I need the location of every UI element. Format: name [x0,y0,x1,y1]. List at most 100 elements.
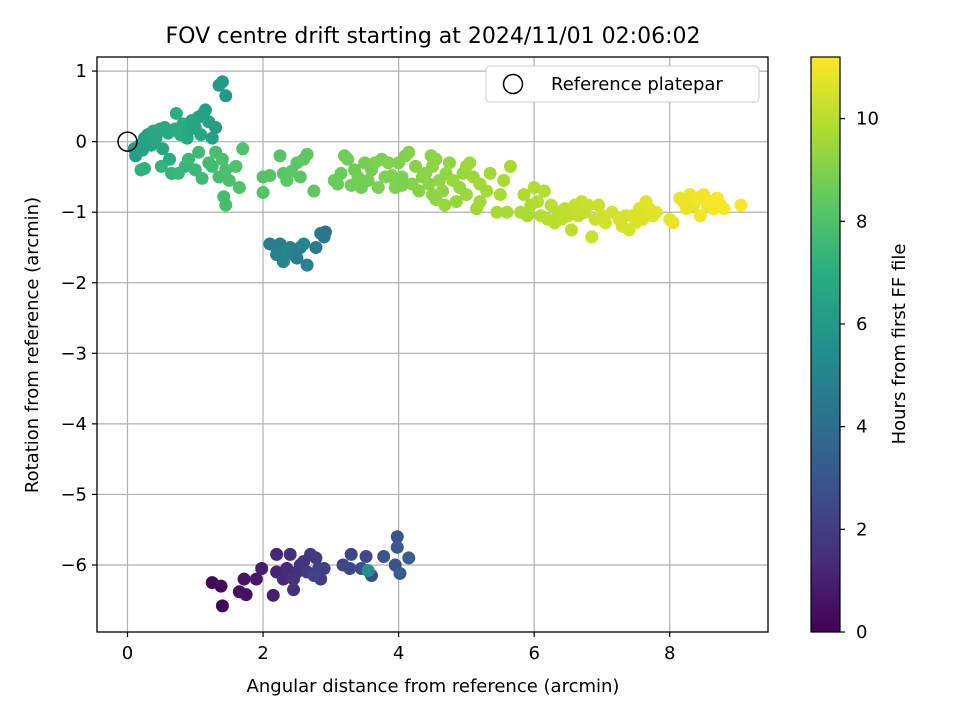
data-point [717,202,731,216]
data-point [449,195,463,209]
data-point [182,152,195,166]
colorbar-label: Hours from first FF file [889,244,910,445]
data-point [561,209,575,223]
data-point [402,145,416,159]
data-point [409,159,423,173]
legend-reference-marker [502,73,524,95]
data-point [229,159,243,173]
data-point [307,569,321,583]
data-point [341,152,355,166]
y-tick-label: −3 [60,343,87,364]
data-point [331,177,345,191]
data-point [154,159,168,173]
data-point [205,159,219,173]
data-point [490,205,504,219]
data-point [256,185,270,199]
data-point [361,564,375,578]
y-tick-label: −6 [60,555,87,576]
data-point [531,195,545,209]
colorbar-tick-label: 2 [856,519,867,540]
colorbar-ticks: 0 2 4 6 8 10 [840,109,879,643]
data-point [309,240,323,254]
data-point [194,128,208,142]
colorbar-tick-label: 6 [856,314,867,335]
data-point [438,198,452,212]
data-point [500,205,514,219]
data-point [503,159,517,173]
data-point [666,216,680,230]
data-point [598,216,612,230]
data-point [195,171,209,185]
legend-label: Reference platepar [551,74,723,95]
data-point [219,89,233,103]
legend-box [485,65,760,103]
data-point [422,177,436,191]
legend: Reference platepar [485,65,760,103]
data-point [371,181,385,195]
data-point [222,173,236,187]
data-point [300,147,314,161]
y-axis-ticks: 1 0 −1 −2 −3 −4 −5 −6 [60,61,97,576]
data-point [237,572,251,586]
data-point [287,583,301,597]
data-point [307,184,321,198]
data-point [287,572,301,586]
data-point [169,106,183,120]
data-point [290,251,304,265]
y-tick-label: 0 [76,132,87,153]
data-point [249,572,263,586]
colorbar-tick-label: 4 [856,417,867,438]
data-point [527,181,541,195]
data-point [393,566,407,580]
y-tick-label: −1 [60,202,87,223]
colorbar-tick-label: 0 [856,622,867,643]
data-point [473,195,487,209]
data-point [459,188,473,202]
data-point [377,550,391,564]
data-point [424,149,438,163]
data-point [215,75,229,89]
data-point [402,551,416,565]
data-point [390,530,404,544]
reference-platepar-marker [117,131,138,152]
data-points [127,75,748,613]
data-point [263,169,277,183]
data-point [283,547,297,561]
data-point [192,145,206,159]
data-point [137,161,151,175]
data-point [351,170,365,184]
data-point [581,198,595,212]
data-point [520,209,534,223]
x-tick-label: 6 [528,643,539,664]
data-point [219,198,233,212]
data-point [317,562,331,576]
data-point [537,184,551,198]
y-tick-label: −4 [60,414,87,435]
chart-title: FOV centre drift starting at 2024/11/01 … [166,24,701,49]
data-point [276,572,290,586]
data-point [693,209,707,223]
data-point [214,579,228,593]
x-axis-label: Angular distance from reference (arcmin) [247,676,620,697]
x-tick-label: 8 [664,643,675,664]
data-point [395,178,409,192]
grid-lines [97,57,768,632]
x-tick-label: 0 [122,643,133,664]
x-tick-label: 4 [393,643,404,664]
data-point [273,149,287,163]
y-tick-label: 1 [76,61,87,82]
data-point [215,599,229,613]
data-point [198,103,212,117]
data-point [205,131,219,145]
reference-marker-layer [117,131,138,152]
data-point [232,181,246,195]
plot-frame [96,56,769,633]
data-point [276,255,290,269]
data-point [280,562,294,576]
data-point [334,166,348,180]
data-point [497,173,511,187]
data-point [585,230,599,244]
data-point [343,562,357,576]
y-tick-label: −5 [60,484,87,505]
data-point [215,152,229,166]
